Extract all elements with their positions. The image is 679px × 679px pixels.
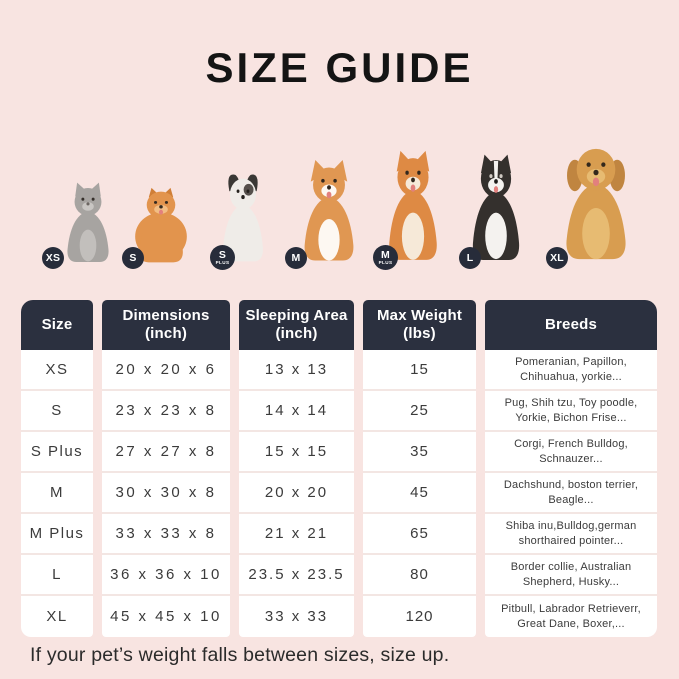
badge-sublabel: PLUS bbox=[215, 260, 230, 265]
cell-breeds: Pomeranian, Papillon, Chihuahua, yorkie.… bbox=[485, 350, 657, 391]
golden-retriever-icon bbox=[550, 140, 642, 268]
border-collie-icon bbox=[460, 152, 532, 268]
size-up-note: If your pet’s weight falls between sizes… bbox=[30, 644, 450, 666]
cell-breeds: Pug, Shih tzu, Toy poodle, Yorkie, Bicho… bbox=[485, 391, 657, 432]
pet-size-lineup: XS S S PLUS M M PLUS L XL bbox=[0, 130, 679, 270]
column-header-label: Sleeping Area bbox=[245, 307, 348, 325]
cell-max-weight: 25 bbox=[363, 391, 476, 432]
cell-dimensions: 27 x 27 x 8 bbox=[102, 432, 230, 473]
cell-dimensions: 30 x 30 x 8 bbox=[102, 473, 230, 514]
cell-max-weight: 65 bbox=[363, 514, 476, 555]
cell-size: XS bbox=[21, 350, 93, 391]
cell-size: M bbox=[21, 473, 93, 514]
column-header-max-weight: Max Weight (lbs) bbox=[363, 300, 476, 350]
cell-breeds: Dachshund, boston terrier, Beagle... bbox=[485, 473, 657, 514]
cell-dimensions: 23 x 23 x 8 bbox=[102, 391, 230, 432]
cell-dimensions: 20 x 20 x 6 bbox=[102, 350, 230, 391]
column-header-sub: (inch) bbox=[144, 325, 188, 342]
corgi-icon bbox=[291, 160, 367, 268]
cell-breeds: Pitbull, Labrador Retrieverr, Great Dane… bbox=[485, 596, 657, 637]
column-header-label: Dimensions bbox=[122, 307, 210, 325]
cell-sleeping-area: 13 x 13 bbox=[239, 350, 354, 391]
cell-sleeping-area: 33 x 33 bbox=[239, 596, 354, 637]
cell-size: S bbox=[21, 391, 93, 432]
cell-sleeping-area: 23.5 x 23.5 bbox=[239, 555, 354, 596]
badge-label: L bbox=[466, 251, 474, 264]
page-title: SIZE GUIDE bbox=[205, 44, 474, 91]
badge-label: XS bbox=[45, 251, 61, 264]
badge-label: M bbox=[291, 251, 301, 264]
cell-max-weight: 15 bbox=[363, 350, 476, 391]
size-badge-xs: XS bbox=[42, 247, 64, 269]
cell-sleeping-area: 15 x 15 bbox=[239, 432, 354, 473]
badge-label: S bbox=[218, 248, 227, 261]
cell-sleeping-area: 14 x 14 bbox=[239, 391, 354, 432]
column-header-dimensions: Dimensions (inch) bbox=[102, 300, 230, 350]
cell-dimensions: 36 x 36 x 10 bbox=[102, 555, 230, 596]
cell-dimensions: 45 x 45 x 10 bbox=[102, 596, 230, 637]
column-header-breeds: Breeds bbox=[485, 300, 657, 350]
cell-size: L bbox=[21, 555, 93, 596]
french-bulldog-icon bbox=[212, 172, 274, 268]
cell-breeds: Corgi, French Bulldog, Schnauzer... bbox=[485, 432, 657, 473]
cell-max-weight: 45 bbox=[363, 473, 476, 514]
shiba-inu-icon bbox=[376, 150, 450, 268]
cell-max-weight: 35 bbox=[363, 432, 476, 473]
column-header-size: Size bbox=[21, 300, 93, 350]
cell-size: M Plus bbox=[21, 514, 93, 555]
cell-breeds: Border collie, Australian Shepherd, Husk… bbox=[485, 555, 657, 596]
size-badge-s: S bbox=[122, 247, 144, 269]
cell-dimensions: 33 x 33 x 8 bbox=[102, 514, 230, 555]
cell-sleeping-area: 20 x 20 bbox=[239, 473, 354, 514]
cell-max-weight: 80 bbox=[363, 555, 476, 596]
badge-label: M bbox=[381, 248, 390, 261]
cell-sleeping-area: 21 x 21 bbox=[239, 514, 354, 555]
size-badge-m-plus: M PLUS bbox=[373, 245, 398, 270]
column-header-label: Size bbox=[41, 316, 73, 334]
size-badge-m: M bbox=[285, 247, 307, 269]
column-header-sub: (inch) bbox=[275, 325, 318, 342]
size-badge-xl: XL bbox=[546, 247, 568, 269]
cell-size: S Plus bbox=[21, 432, 93, 473]
cell-max-weight: 120 bbox=[363, 596, 476, 637]
size-table: Size Dimensions (inch) Sleeping Area (in… bbox=[21, 300, 657, 637]
cell-size: XL bbox=[21, 596, 93, 637]
pomeranian-icon bbox=[127, 186, 195, 268]
column-header-label: Max Weight bbox=[376, 307, 463, 325]
badge-label: S bbox=[129, 251, 137, 264]
column-header-sub: (lbs) bbox=[403, 325, 436, 342]
badge-label: XL bbox=[550, 251, 564, 264]
column-header-sleeping-area: Sleeping Area (inch) bbox=[239, 300, 354, 350]
badge-sublabel: PLUS bbox=[378, 260, 393, 265]
cell-breeds: Shiba inu,Bulldog,german shorthaired poi… bbox=[485, 514, 657, 555]
size-badge-l: L bbox=[459, 247, 481, 269]
column-header-label: Breeds bbox=[544, 316, 598, 334]
cat-icon bbox=[56, 182, 120, 268]
size-badge-s-plus: S PLUS bbox=[210, 245, 235, 270]
